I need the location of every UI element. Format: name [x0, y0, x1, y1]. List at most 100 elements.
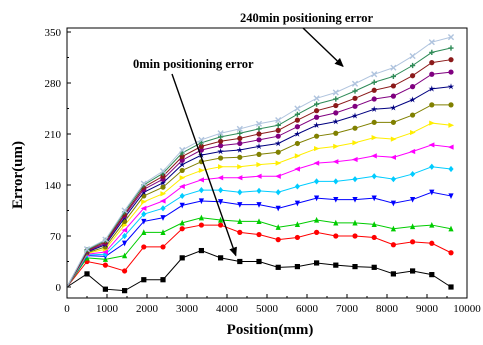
series-point: [391, 94, 396, 99]
series-point: [314, 178, 319, 184]
series-point: [372, 88, 377, 93]
series-point: [122, 241, 127, 247]
series-point: [237, 164, 243, 169]
series-point: [372, 173, 377, 179]
series-point: [237, 136, 242, 141]
series-point: [256, 174, 262, 179]
series-point: [180, 255, 185, 260]
series-point: [372, 96, 377, 101]
series-point: [122, 288, 127, 293]
series-12: [67, 35, 454, 288]
series-point: [333, 110, 338, 115]
x-tick-label: 10000: [453, 303, 481, 315]
series-point: [294, 131, 300, 137]
series-point: [410, 130, 416, 135]
series-point: [372, 135, 378, 140]
series-point: [295, 118, 300, 123]
series-point: [199, 248, 204, 253]
series-point: [160, 198, 166, 203]
series-point: [448, 57, 453, 62]
y-tick-label: 280: [45, 78, 62, 90]
y-tick-label: 210: [45, 129, 62, 141]
series-point: [391, 65, 396, 70]
series-point: [410, 112, 415, 117]
series-point: [429, 272, 434, 277]
annotation-0min: 0min positioning error: [133, 57, 254, 71]
series-point: [256, 259, 261, 264]
x-tick-label: 4000: [216, 303, 239, 315]
series-point: [122, 268, 127, 273]
series-point: [314, 230, 319, 235]
annotation-arrow-240min: [303, 28, 343, 66]
series-point: [372, 235, 377, 240]
series-point: [333, 144, 339, 149]
series-point: [295, 264, 300, 269]
series-point: [84, 271, 89, 276]
series-10: [67, 57, 454, 287]
series-point: [180, 168, 185, 173]
series-point: [256, 162, 262, 167]
series-point: [410, 268, 415, 273]
series-point: [391, 176, 396, 182]
series-point: [180, 226, 185, 231]
series-point: [218, 164, 224, 169]
series-point: [333, 159, 339, 164]
series-point: [391, 271, 396, 276]
series-point: [295, 112, 300, 117]
series-point: [410, 239, 415, 244]
series-point: [333, 96, 338, 101]
series-point: [276, 265, 281, 270]
series-point: [237, 189, 242, 195]
series-point: [180, 203, 185, 209]
series-point: [218, 155, 223, 160]
x-tick-label: 5000: [256, 303, 279, 315]
series-point: [276, 128, 281, 133]
series-point: [256, 152, 261, 157]
series-point: [410, 171, 415, 177]
series-point: [141, 244, 146, 249]
series-point: [141, 277, 146, 282]
series-point: [333, 103, 338, 108]
series-point: [372, 80, 377, 85]
series-point: [429, 142, 435, 147]
series-point: [160, 244, 165, 249]
series-point: [352, 104, 357, 109]
series-point: [429, 164, 434, 170]
series-point: [314, 96, 319, 101]
series-point: [103, 287, 108, 292]
series-point: [429, 241, 434, 246]
series-point: [410, 84, 415, 89]
series-11: [67, 45, 454, 287]
series-point: [448, 250, 453, 255]
series-point: [371, 153, 377, 158]
series-point: [333, 131, 338, 136]
series-point: [275, 174, 281, 179]
series-point: [352, 176, 357, 182]
series-point: [391, 137, 397, 142]
series-point: [372, 72, 377, 77]
series-point: [256, 188, 261, 194]
x-tick-label: 2000: [136, 303, 159, 315]
x-tick-label: 3000: [176, 303, 199, 315]
series-point: [295, 141, 300, 146]
series-point: [314, 260, 319, 265]
series-point: [294, 166, 300, 171]
series-point: [314, 134, 319, 139]
series-point: [429, 72, 434, 77]
series-point: [352, 233, 357, 238]
series-point: [141, 199, 147, 204]
series-point: [160, 205, 165, 211]
series-point: [237, 175, 243, 180]
series-point: [237, 141, 242, 146]
series-point: [256, 232, 261, 237]
series-point: [237, 230, 242, 235]
series-point: [180, 175, 186, 180]
series-point: [276, 206, 281, 212]
series-point: [276, 123, 281, 128]
x-tick-label: 9000: [416, 303, 439, 315]
series-point: [372, 265, 377, 270]
series-point: [256, 137, 261, 142]
annotation-240min: 240min positioning error: [240, 11, 374, 25]
series-point: [218, 175, 224, 180]
